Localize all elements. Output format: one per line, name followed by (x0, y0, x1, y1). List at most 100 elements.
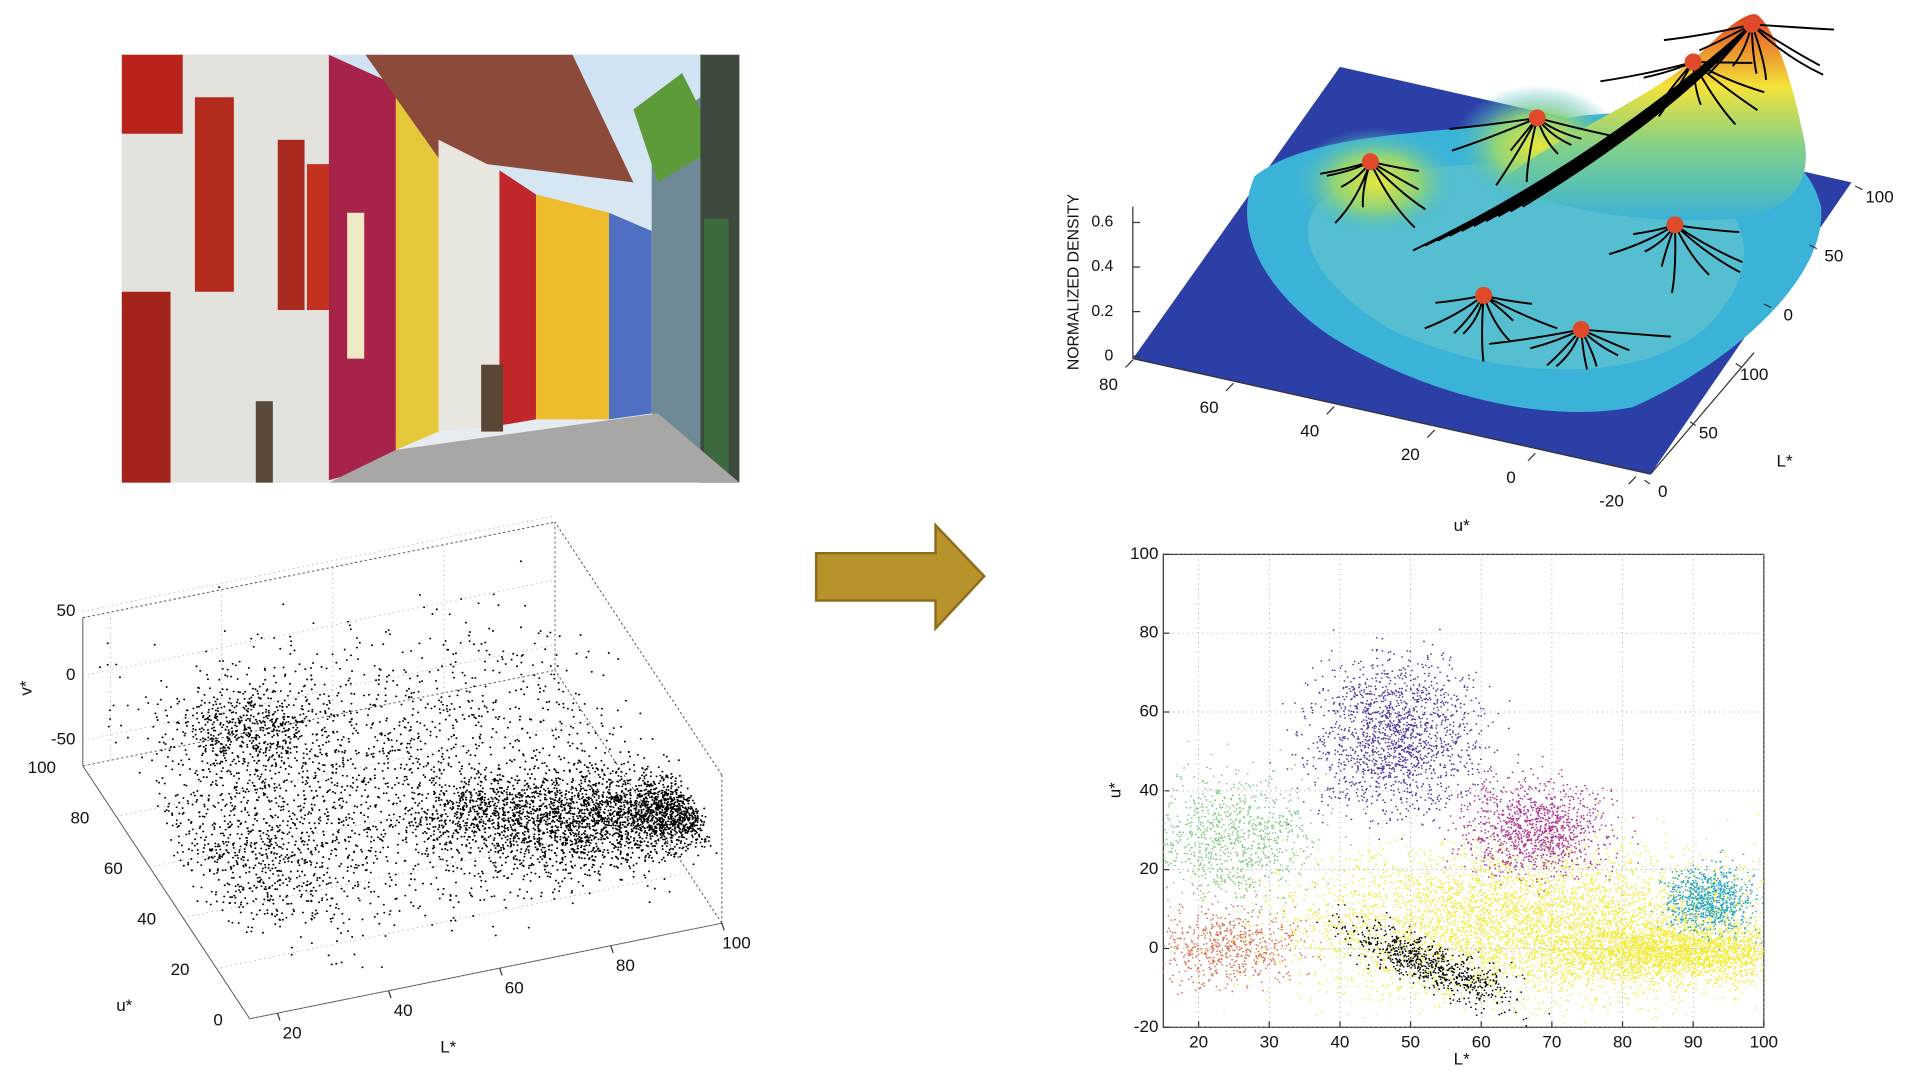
z-tick-label: 0 (66, 665, 75, 684)
y-tick-label: 0 (1149, 938, 1158, 957)
x-tick-label: 60 (1200, 398, 1219, 417)
x-tick-label: 40 (394, 1001, 413, 1020)
tick-mark (276, 1012, 281, 1021)
gradient-paths (1320, 23, 1835, 370)
mode-marker (1666, 216, 1684, 234)
y-tick-label: 80 (1139, 623, 1158, 642)
point-cloud (98, 560, 718, 969)
x-tick-label: 40 (1300, 422, 1319, 441)
photo (121, 54, 740, 483)
point-cloud (1489, 907, 1765, 996)
mode-marker (1572, 320, 1590, 338)
point-cloud (1650, 849, 1765, 951)
tick-mark (1763, 303, 1772, 309)
x-tick-label: 90 (1684, 1033, 1703, 1052)
y-tick-label: 0 (1658, 482, 1667, 501)
grid-line (82, 644, 556, 741)
x-tick-label: 40 (1330, 1033, 1349, 1052)
x-tick-label: 70 (1542, 1033, 1561, 1052)
tick-mark (1426, 429, 1436, 438)
z-tick-label: 0 (1105, 347, 1114, 364)
box-edge (249, 922, 722, 1020)
y-tick-label: 60 (1139, 702, 1158, 721)
axis-label: v* (16, 680, 35, 695)
point-cloud (1316, 903, 1551, 1027)
z-tick-label: -50 (51, 730, 76, 749)
tick-mark (1809, 244, 1818, 250)
axis-line (1132, 358, 1651, 475)
x-tick-label: 20 (1401, 445, 1420, 464)
plot-frame (1162, 553, 1765, 1028)
mode-marker (1684, 53, 1702, 71)
hill (1291, 127, 1462, 238)
mode-marker (1743, 15, 1761, 33)
x-tick-label: 20 (283, 1023, 302, 1042)
tick-mark (1644, 479, 1651, 485)
x-tick-label: 80 (1099, 375, 1118, 394)
y-tick-label: 60 (104, 859, 123, 878)
tick-mark (1735, 362, 1742, 368)
x-tick-label: 30 (1260, 1033, 1279, 1052)
arrow (814, 522, 986, 632)
axis-label: L* (1776, 451, 1792, 470)
tick-mark (499, 967, 503, 976)
tick-mark (1628, 476, 1637, 485)
tick-mark (388, 990, 392, 999)
y-tick-label: 100 (28, 758, 56, 777)
v-tick-label: 100 (1865, 188, 1893, 207)
grid-line (182, 821, 656, 918)
box-edge (82, 765, 251, 1020)
tick-mark (1225, 382, 1234, 392)
box-edge (554, 521, 723, 776)
y-tick-label: 50 (1699, 424, 1718, 443)
tick-mark (1125, 359, 1134, 368)
axis-label: u* (1105, 782, 1124, 798)
axis-label: u* (1454, 516, 1470, 535)
grid-line (149, 771, 622, 868)
y-tick-label: 100 (1130, 544, 1158, 563)
y-tick-label: 40 (1139, 780, 1158, 799)
y-tick-label: -20 (1134, 1017, 1159, 1036)
point-cloud (1162, 892, 1322, 996)
mode-marker (1528, 109, 1546, 127)
x-tick-label: 80 (616, 956, 635, 975)
mode-marker (1475, 286, 1493, 304)
mode-marker (1361, 153, 1379, 171)
z-tick-label: 0.6 (1091, 214, 1113, 231)
y-tick-label: 0 (213, 1011, 222, 1030)
point-cloud (1170, 807, 1765, 1028)
point-cloud (1269, 628, 1524, 841)
tick-mark (610, 945, 614, 954)
axis-line (1650, 352, 1755, 475)
point-cloud (1420, 755, 1640, 895)
x-tick-label: 20 (1189, 1033, 1208, 1052)
grid-line (216, 872, 689, 969)
y-tick-label: 80 (70, 808, 89, 827)
x-tick-label: 80 (1613, 1033, 1632, 1052)
x-tick-label: 0 (1506, 468, 1515, 487)
axis-label: NORMALIZED DENSITY (1066, 193, 1083, 370)
v-tick-label: 0 (1783, 306, 1792, 325)
axis-label: L* (1454, 1050, 1470, 1069)
box-edge (554, 670, 723, 924)
y-tick-label: 20 (1139, 859, 1158, 878)
grid-line (116, 720, 589, 817)
x-tick-label: 60 (1472, 1033, 1491, 1052)
v-tick-label: 50 (1824, 247, 1843, 266)
y-tick-label: 40 (137, 910, 156, 929)
x-tick-label: 60 (505, 978, 524, 997)
axis-label: L* (440, 1037, 456, 1056)
z-tick-label: 0.4 (1091, 258, 1113, 275)
y-tick-label: 100 (1740, 365, 1768, 384)
x-tick-label: 100 (722, 933, 750, 952)
tick-mark (1689, 421, 1696, 427)
tick-mark (721, 923, 725, 931)
x-tick-label: 50 (1401, 1033, 1420, 1052)
y-tick-label: 20 (171, 960, 190, 979)
tick-mark (1854, 185, 1863, 191)
tick-mark (1527, 452, 1536, 462)
x-tick-label: 100 (1750, 1033, 1778, 1052)
grid-line (82, 515, 556, 612)
